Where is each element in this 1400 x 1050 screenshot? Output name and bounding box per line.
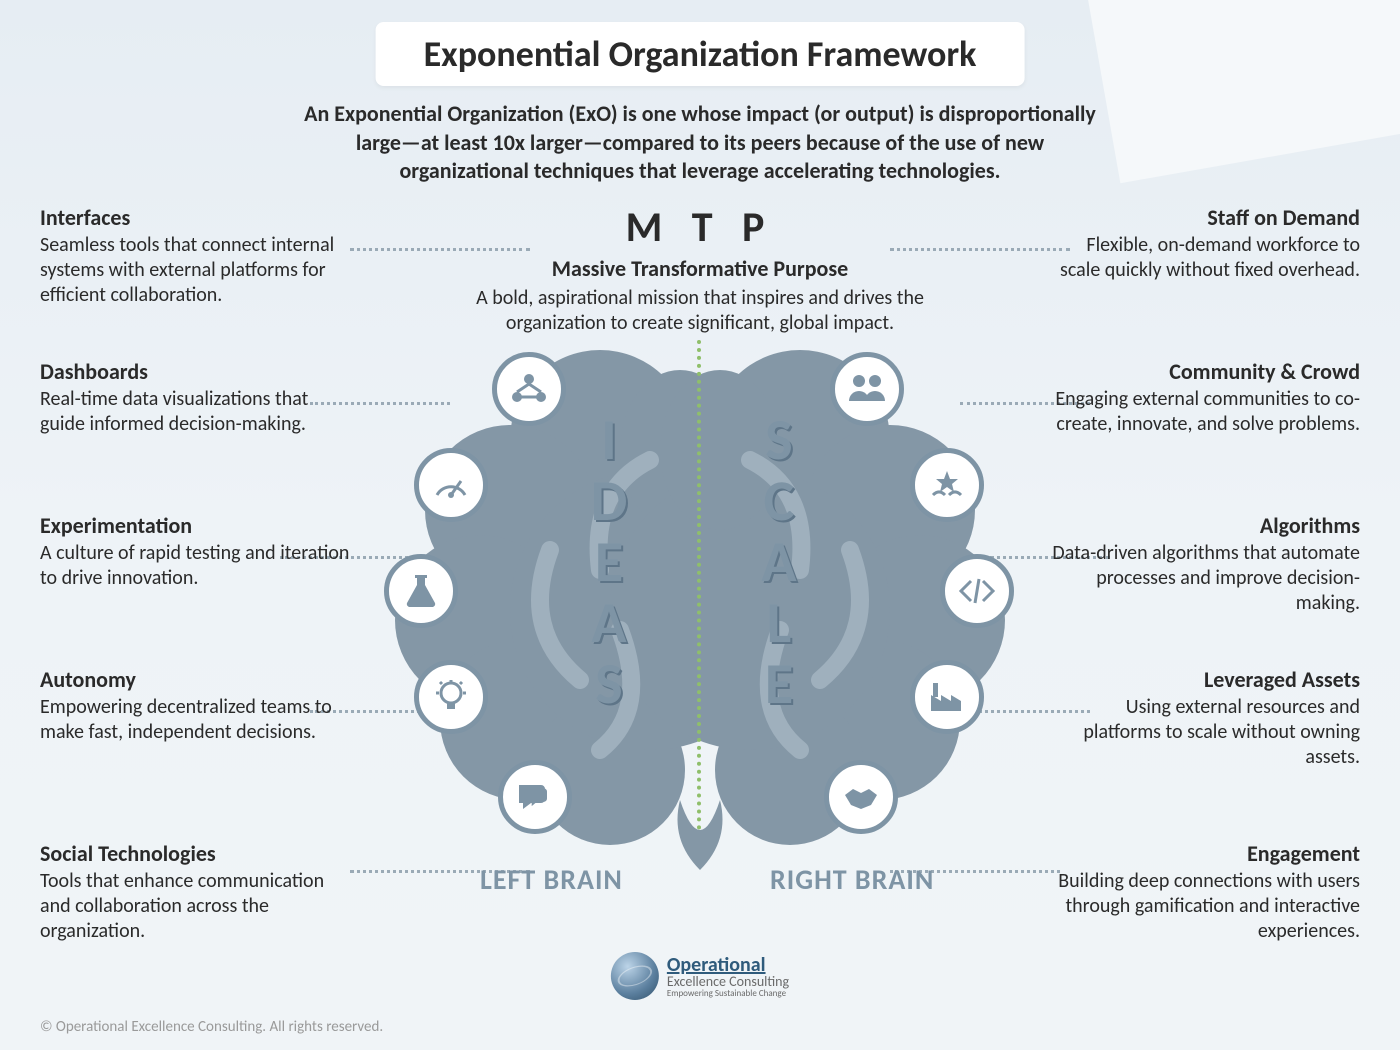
attribute-dashboards: DashboardsReal-time data visualizations … bbox=[40, 358, 350, 437]
attribute-title: Community & Crowd bbox=[1050, 358, 1360, 385]
attribute-social-technologies: Social TechnologiesTools that enhance co… bbox=[40, 840, 350, 944]
page-subtitle: An Exponential Organization (ExO) is one… bbox=[290, 100, 1110, 186]
copyright: © Operational Excellence Consulting. All… bbox=[40, 1018, 383, 1036]
left-acronym: I D E A S bbox=[580, 410, 640, 714]
attribute-title: Autonomy bbox=[40, 666, 350, 693]
brand-line3: Empowering Sustainable Change bbox=[667, 989, 789, 998]
attribute-title: Leveraged Assets bbox=[1050, 666, 1360, 693]
brand-line2: Excellence Consulting bbox=[667, 975, 789, 989]
mtp-full: Massive Transformative Purpose bbox=[430, 255, 970, 282]
attribute-desc: Empowering decentralized teams to make f… bbox=[40, 695, 350, 745]
attribute-community-crowd: Community & CrowdEngaging external commu… bbox=[1050, 358, 1360, 437]
attribute-title: Staff on Demand bbox=[1050, 204, 1360, 231]
handshake-icon bbox=[824, 760, 898, 834]
attribute-title: Dashboards bbox=[40, 358, 350, 385]
attribute-desc: Flexible, on-demand workforce to scale q… bbox=[1050, 233, 1360, 283]
attribute-staff-on-demand: Staff on DemandFlexible, on-demand workf… bbox=[1050, 204, 1360, 283]
brand-text: Operational Excellence Consulting Empowe… bbox=[667, 955, 789, 998]
attribute-autonomy: AutonomyEmpowering decentralized teams t… bbox=[40, 666, 350, 745]
right-acronym: S C A L E bbox=[750, 410, 810, 714]
mtp-letters: M T P bbox=[430, 202, 970, 253]
acronym-letter: I bbox=[580, 410, 640, 471]
attribute-desc: Using external resources and platforms t… bbox=[1050, 695, 1360, 770]
attribute-desc: Real-time data visualizations that guide… bbox=[40, 387, 350, 437]
attribute-title: Experimentation bbox=[40, 512, 350, 539]
people-group-icon bbox=[830, 352, 904, 426]
right-brain-label: RIGHT BRAIN bbox=[770, 862, 934, 897]
mtp-desc: A bold, aspirational mission that inspir… bbox=[430, 286, 970, 336]
brain-midline bbox=[697, 340, 701, 830]
brand-line1: Operational bbox=[667, 955, 789, 975]
code-icon bbox=[940, 554, 1014, 628]
page-root: Exponential Organization Framework An Ex… bbox=[0, 0, 1400, 1050]
page-title: Exponential Organization Framework bbox=[376, 22, 1025, 86]
mtp-block: M T P Massive Transformative Purpose A b… bbox=[430, 202, 970, 336]
lightbulb-gear-icon bbox=[414, 660, 488, 734]
people-network-icon bbox=[492, 352, 566, 426]
globe-icon bbox=[611, 952, 659, 1000]
acronym-letter: C bbox=[750, 471, 810, 532]
attribute-desc: A culture of rapid testing and iteration… bbox=[40, 541, 350, 591]
factory-icon bbox=[910, 660, 984, 734]
flask-icon bbox=[384, 554, 458, 628]
attribute-title: Interfaces bbox=[40, 204, 350, 231]
attribute-interfaces: InterfacesSeamless tools that connect in… bbox=[40, 204, 350, 308]
acronym-letter: D bbox=[580, 471, 640, 532]
acronym-letter: E bbox=[750, 654, 810, 715]
attribute-desc: Data-driven algorithms that automate pro… bbox=[1050, 541, 1360, 616]
attribute-experimentation: ExperimentationA culture of rapid testin… bbox=[40, 512, 350, 591]
attribute-title: Engagement bbox=[1050, 840, 1360, 867]
attribute-desc: Seamless tools that connect internal sys… bbox=[40, 233, 350, 308]
hands-star-icon bbox=[910, 448, 984, 522]
brand-logo: Operational Excellence Consulting Empowe… bbox=[611, 952, 789, 1000]
attribute-desc: Engaging external communities to co-crea… bbox=[1050, 387, 1360, 437]
chat-icon bbox=[498, 760, 572, 834]
acronym-letter: A bbox=[580, 593, 640, 654]
attribute-title: Algorithms bbox=[1050, 512, 1360, 539]
acronym-letter: S bbox=[580, 654, 640, 715]
left-brain-label: LEFT BRAIN bbox=[480, 862, 623, 897]
attribute-algorithms: AlgorithmsData-driven algorithms that au… bbox=[1050, 512, 1360, 616]
acronym-letter: E bbox=[580, 532, 640, 593]
attribute-desc: Tools that enhance communication and col… bbox=[40, 869, 350, 944]
gauge-icon bbox=[414, 448, 488, 522]
attribute-leveraged-assets: Leveraged AssetsUsing external resources… bbox=[1050, 666, 1360, 770]
attribute-desc: Building deep connections with users thr… bbox=[1050, 869, 1360, 944]
attribute-title: Social Technologies bbox=[40, 840, 350, 867]
attribute-engagement: EngagementBuilding deep connections with… bbox=[1050, 840, 1360, 944]
acronym-letter: S bbox=[750, 410, 810, 471]
acronym-letter: L bbox=[750, 593, 810, 654]
acronym-letter: A bbox=[750, 532, 810, 593]
